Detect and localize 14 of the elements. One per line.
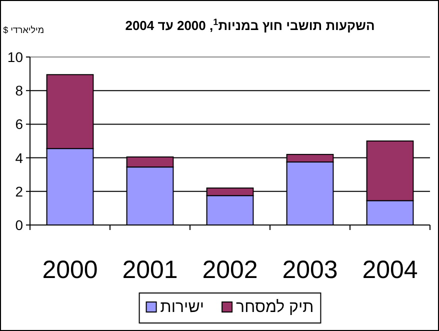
x-tick-label: 2002 xyxy=(202,256,258,284)
legend-label: תיק למסחר xyxy=(236,298,314,316)
x-tick-label: 2000 xyxy=(42,256,98,284)
y-tick-label: 8 xyxy=(15,82,24,99)
y-tick-label: 4 xyxy=(15,150,24,166)
x-tick-label: 2004 xyxy=(362,256,418,284)
x-tick-label: 2001 xyxy=(122,256,178,284)
y-tick-label: 6 xyxy=(15,116,24,132)
y-tick-label: 10 xyxy=(7,49,24,65)
y-axis-title: מיליארדי $ xyxy=(3,25,44,35)
y-tick-label: 2 xyxy=(15,183,24,200)
legend-label: ישירות xyxy=(160,299,204,316)
x-tick-label: 2003 xyxy=(282,256,338,284)
y-tick-label: 0 xyxy=(15,217,24,233)
